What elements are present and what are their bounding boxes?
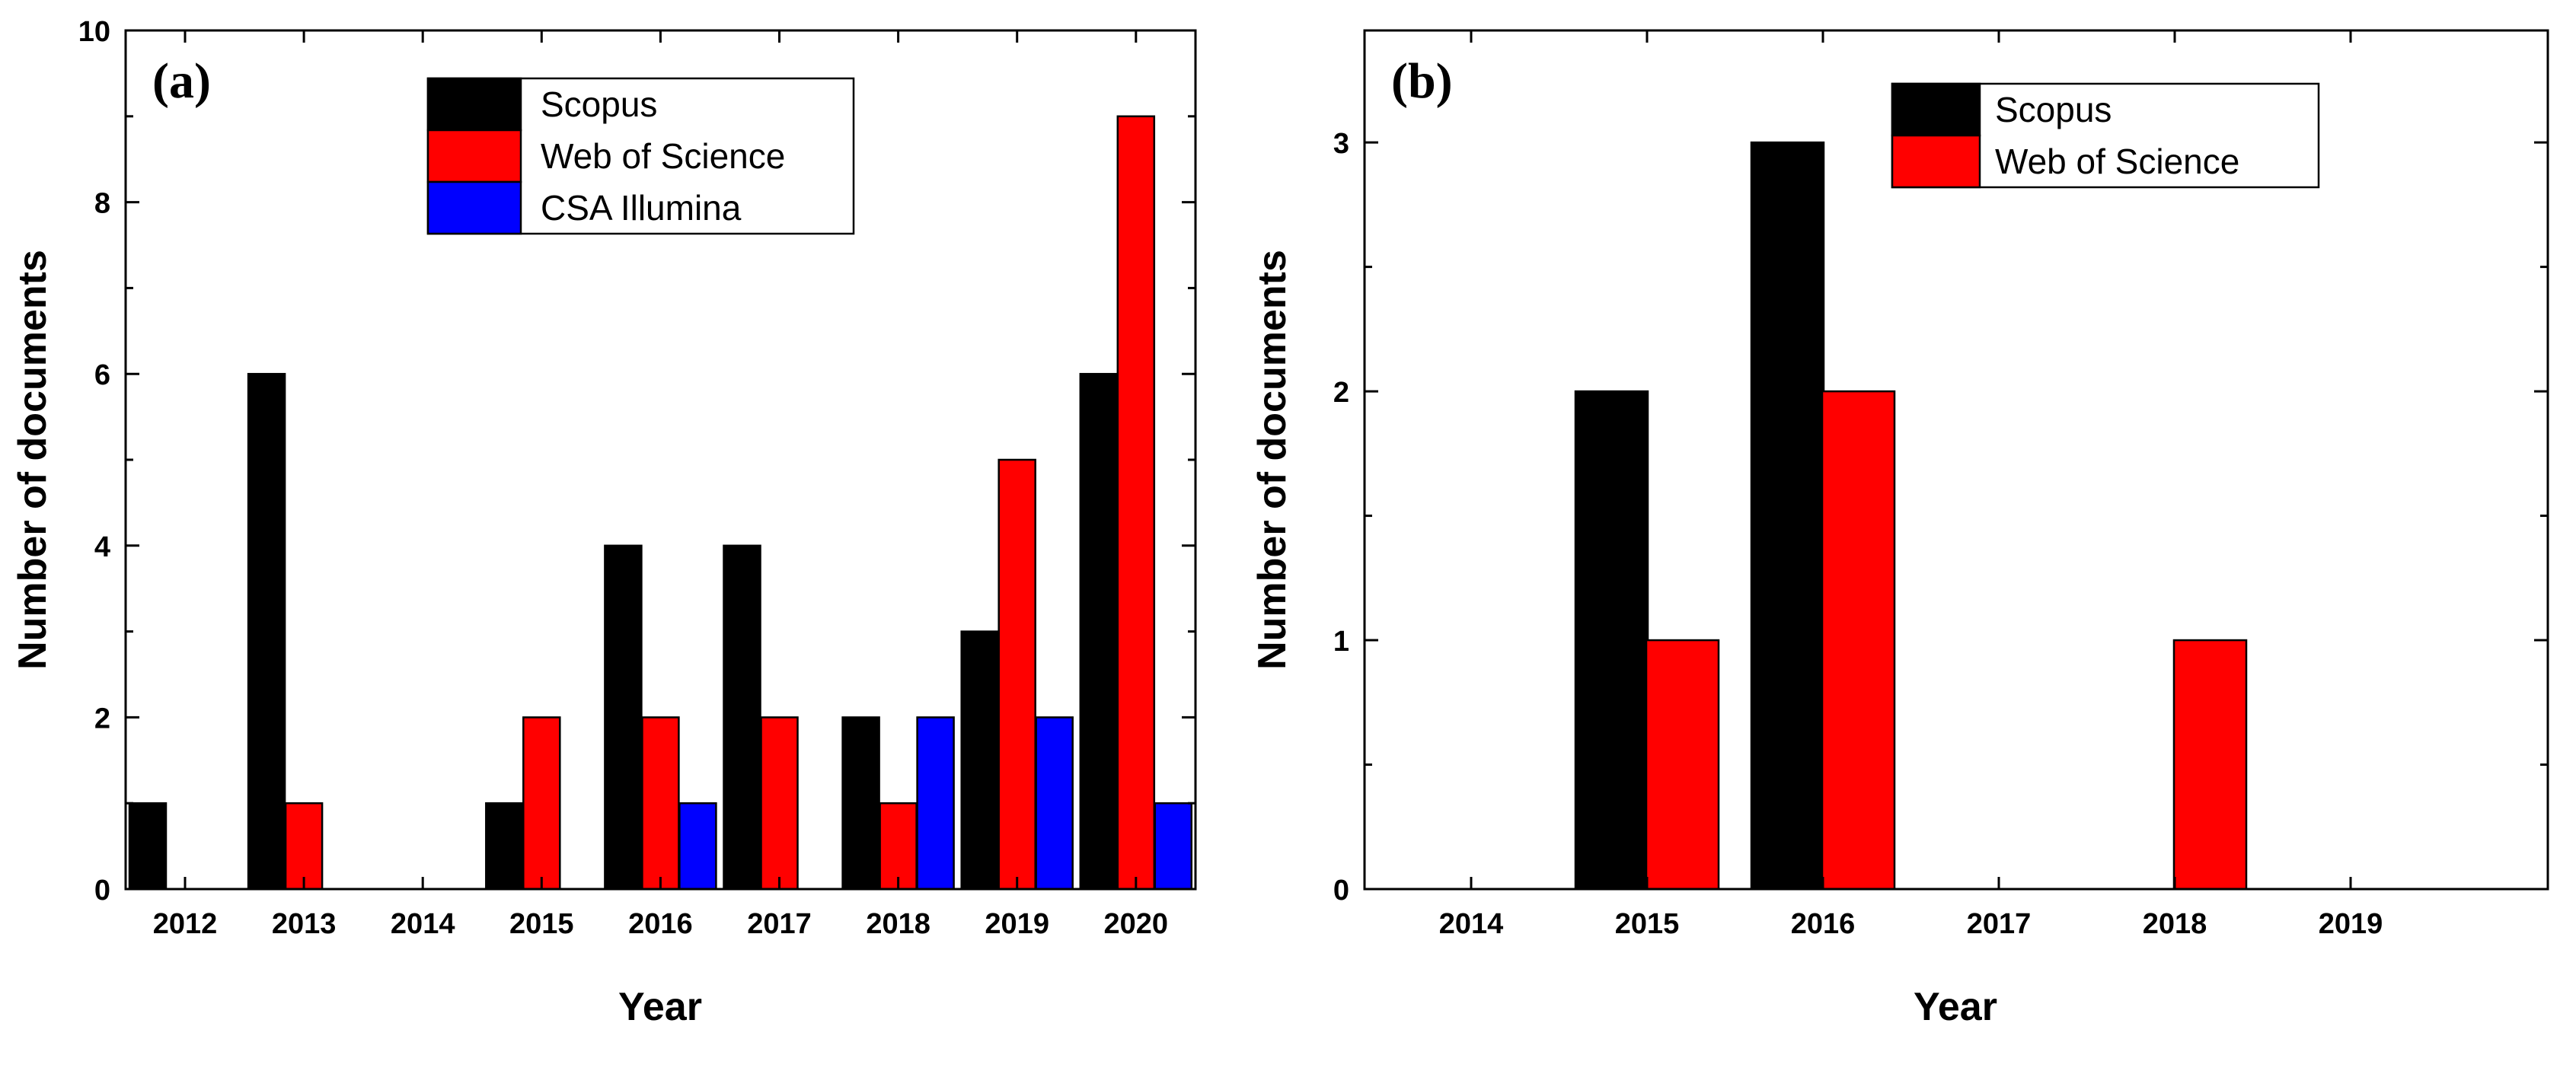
x-tick-label: 2014 (391, 908, 455, 940)
x-axis-title: Year (1914, 985, 1997, 1029)
bar-scopus-2016 (604, 544, 643, 891)
y-tick-label: 4 (94, 531, 110, 563)
legend-label: Web of Science (1995, 142, 2239, 181)
y-tick-label: 10 (78, 16, 110, 48)
y-tick-label: 0 (1333, 875, 1349, 907)
y-tick-label: 2 (94, 703, 110, 735)
x-tick-label: 2018 (2143, 908, 2207, 940)
legend-swatch-web-of-science (1891, 134, 1981, 189)
x-tick-label: 2019 (2319, 908, 2383, 940)
bar-scopus-2019 (960, 630, 999, 891)
x-tick-label: 2012 (153, 908, 218, 940)
bar-csa-illumina-2019 (1035, 716, 1074, 891)
bar-scopus-2020 (1079, 372, 1119, 891)
legend-swatch-web-of-science (426, 129, 522, 183)
panel-label: (b) (1391, 53, 1453, 109)
plot-frame (1363, 29, 2549, 891)
bar-web-of-science-2015 (522, 716, 561, 891)
x-tick-label: 2019 (985, 908, 1049, 940)
legend-swatch-csa-illumina (426, 180, 522, 235)
bar-scopus-2016 (1750, 141, 1825, 891)
bar-csa-illumina-2016 (678, 802, 717, 891)
bar-web-of-science-2018 (2172, 639, 2248, 891)
bar-web-of-science-2015 (1645, 639, 1720, 891)
y-axis-title: Number of documents (1250, 250, 1294, 670)
x-tick-label: 2013 (272, 908, 337, 940)
bar-web-of-science-2016 (641, 716, 680, 891)
bar-web-of-science-2020 (1116, 115, 1156, 891)
bar-csa-illumina-2018 (916, 716, 955, 891)
bar-scopus-2013 (247, 372, 286, 891)
legend-swatch-scopus (1891, 82, 1981, 137)
bar-web-of-science-2018 (879, 802, 918, 891)
bar-scopus-2018 (841, 716, 880, 891)
y-tick-label: 8 (94, 188, 110, 220)
bar-web-of-science-2016 (1821, 390, 1896, 891)
legend-label: Scopus (541, 84, 657, 124)
x-tick-label: 2016 (628, 908, 693, 940)
bar-scopus-2015 (485, 802, 524, 891)
y-tick-label: 6 (94, 359, 110, 391)
legend-label: Web of Science (541, 136, 785, 176)
y-tick-label: 3 (1333, 128, 1349, 160)
x-axis-title: Year (618, 985, 702, 1029)
y-tick-label: 1 (1333, 626, 1349, 658)
x-tick-label: 2014 (1439, 908, 1504, 940)
y-tick-label: 0 (94, 875, 110, 907)
bar-web-of-science-2013 (284, 802, 324, 891)
x-tick-label: 2017 (1967, 908, 2032, 940)
bar-scopus-2017 (723, 544, 761, 891)
x-tick-label: 2016 (1791, 908, 1856, 940)
x-tick-label: 2018 (866, 908, 930, 940)
panel-label: (a) (152, 53, 211, 109)
panel-a-chart: 2012 2013 2014 2015 2016 2017 2018 2019 2020 0 2 4 6… (11, 16, 1197, 1029)
bar-web-of-science-2019 (998, 458, 1036, 891)
x-tick-label: 2017 (747, 908, 812, 940)
bar-csa-illumina-2020 (1154, 802, 1193, 891)
y-axis-title: Number of documents (11, 250, 55, 670)
legend-label: Scopus (1995, 90, 2112, 129)
x-tick-label: 2020 (1104, 908, 1169, 940)
legend-label: CSA Illumina (541, 188, 742, 228)
y-tick-label: 2 (1333, 377, 1349, 409)
legend-swatch-scopus (426, 77, 522, 132)
x-tick-label: 2015 (509, 908, 574, 940)
bar-web-of-science-2017 (760, 716, 799, 891)
panel-b-chart: 2014 2015 2016 2017 2018 2019 0 1 2 3 Year Number o… (1250, 29, 2549, 1029)
bar-scopus-2015 (1574, 390, 1649, 891)
bar-scopus-2012 (128, 802, 168, 891)
x-tick-label: 2015 (1615, 908, 1680, 940)
